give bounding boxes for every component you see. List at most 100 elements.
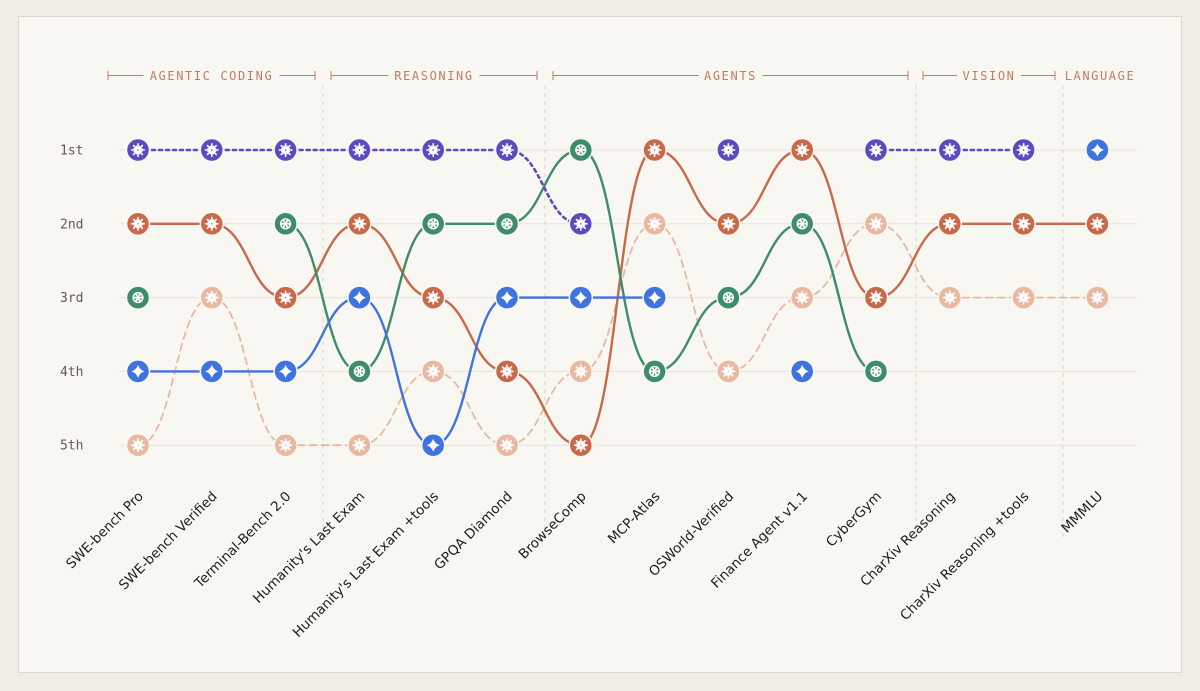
sparkle-burst-icon	[789, 137, 815, 163]
sparkle-burst-icon	[199, 285, 225, 310]
chart-card: 1st 2nd 3rd 4th 5th AGENTIC CODING REASONING AG…	[18, 16, 1182, 673]
category-header: AGENTS	[552, 69, 909, 83]
four-point-star-icon	[1085, 137, 1110, 163]
rank-label: 4th	[60, 365, 83, 380]
sparkle-burst-icon	[937, 285, 963, 310]
sparkle-burst-icon	[642, 137, 667, 163]
sparkle-burst-icon	[494, 137, 520, 163]
category-label: LANGUAGE	[1065, 69, 1136, 83]
four-point-star-icon	[642, 285, 667, 310]
four-point-star-icon	[199, 359, 225, 384]
green-series-segment	[579, 148, 656, 373]
sparkle-burst-icon	[347, 211, 372, 237]
four-point-star-icon	[789, 359, 815, 384]
benchmark-label: Humanity's Last Exam +tools	[290, 489, 442, 641]
category-header: VISION	[922, 69, 1056, 83]
sparkle-burst-icon	[1011, 137, 1036, 163]
green-series-segment	[284, 222, 361, 373]
peach-series-segment	[432, 370, 508, 447]
openai-knot-icon	[716, 285, 741, 310]
sparkle-burst-icon	[716, 137, 741, 163]
sparkle-burst-icon	[1011, 211, 1036, 237]
openai-knot-icon	[420, 211, 446, 237]
sparkle-burst-icon	[863, 211, 889, 237]
series-nodes	[125, 137, 1110, 458]
category-label: VISION	[963, 69, 1016, 83]
benchmark-label: MMMLU	[1058, 489, 1106, 537]
sparkle-burst-icon	[937, 211, 963, 237]
rank-label: 1st	[60, 144, 83, 159]
rank-label: 3rd	[60, 291, 83, 306]
sparkle-burst-icon	[863, 285, 889, 310]
openai-knot-icon	[568, 137, 594, 163]
category-label: AGENTS	[704, 69, 757, 83]
blue-series-segment	[432, 296, 509, 447]
orange-series-segment	[210, 222, 287, 299]
sparkle-burst-icon	[420, 285, 446, 310]
sparkle-burst-icon	[1011, 285, 1036, 310]
orange-series-segment	[801, 148, 878, 299]
four-point-star-icon	[273, 359, 298, 384]
peach-series-segment	[358, 370, 435, 447]
green-series-segment	[653, 296, 730, 373]
sparkle-burst-icon	[273, 432, 298, 458]
four-point-star-icon	[125, 359, 151, 384]
sparkle-burst-icon	[568, 432, 594, 458]
sparkle-burst-icon	[716, 359, 741, 384]
orange-series-segment	[727, 148, 804, 225]
four-point-star-icon	[347, 285, 372, 310]
sparkle-burst-icon	[1085, 211, 1110, 237]
sparkle-burst-icon	[199, 211, 225, 237]
green-series-segment	[801, 222, 878, 373]
sparkle-burst-icon	[863, 137, 889, 163]
openai-knot-icon	[347, 359, 372, 384]
sparkle-burst-icon	[199, 137, 225, 163]
sparkle-burst-icon	[1085, 285, 1110, 310]
category-header: AGENTIC CODING	[107, 69, 316, 83]
openai-knot-icon	[125, 285, 151, 310]
sparkle-burst-icon	[937, 137, 963, 163]
green-series-segment	[358, 222, 435, 373]
openai-knot-icon	[863, 359, 889, 384]
benchmark-label: MCP-Atlas	[605, 489, 664, 548]
sparkle-burst-icon	[494, 432, 520, 458]
blue-series-segment	[358, 296, 435, 447]
openai-knot-icon	[273, 211, 298, 237]
rank-label: 5th	[60, 439, 83, 454]
peach-series-segment	[653, 222, 730, 373]
peach-series-segment	[727, 296, 804, 373]
category-label: AGENTIC CODING	[150, 69, 274, 83]
orange-series-segment	[432, 296, 509, 373]
orange-series-segment	[505, 370, 582, 447]
sparkle-burst-icon	[125, 137, 151, 163]
orange-series-segment	[358, 222, 435, 299]
benchmark-rank-chart: 1st 2nd 3rd 4th 5th AGENTIC CODING REASONING AG…	[60, 69, 1137, 641]
orange-series-segment	[653, 148, 730, 225]
sparkle-burst-icon	[420, 137, 446, 163]
sparkle-burst-icon	[568, 211, 594, 237]
sparkle-burst-icon	[494, 359, 520, 384]
openai-knot-icon	[789, 211, 815, 237]
rank-label: 2nd	[60, 217, 83, 232]
benchmark-label: CyberGym	[823, 489, 885, 551]
openai-knot-icon	[642, 359, 667, 384]
sparkle-burst-icon	[125, 432, 151, 458]
four-point-star-icon	[420, 432, 446, 458]
peach-series-segment	[801, 222, 877, 299]
green-series-segment	[727, 222, 804, 299]
benchmark-label: BrowseComp	[516, 489, 590, 563]
category-header: LANGUAGE	[1065, 69, 1136, 83]
sparkle-burst-icon	[347, 432, 372, 458]
sparkle-burst-icon	[568, 359, 594, 384]
category-header: REASONING	[330, 69, 538, 83]
benchmark-label: SWE-bench Pro	[63, 489, 147, 573]
sparkle-burst-icon	[642, 211, 667, 237]
sparkle-burst-icon	[273, 137, 298, 163]
purple-series-segment	[505, 148, 583, 226]
four-point-star-icon	[568, 285, 594, 310]
sparkle-burst-icon	[420, 359, 446, 384]
sparkle-burst-icon	[716, 211, 741, 237]
sparkle-burst-icon	[273, 285, 298, 310]
sparkle-burst-icon	[789, 285, 815, 310]
sparkle-burst-icon	[347, 137, 372, 163]
